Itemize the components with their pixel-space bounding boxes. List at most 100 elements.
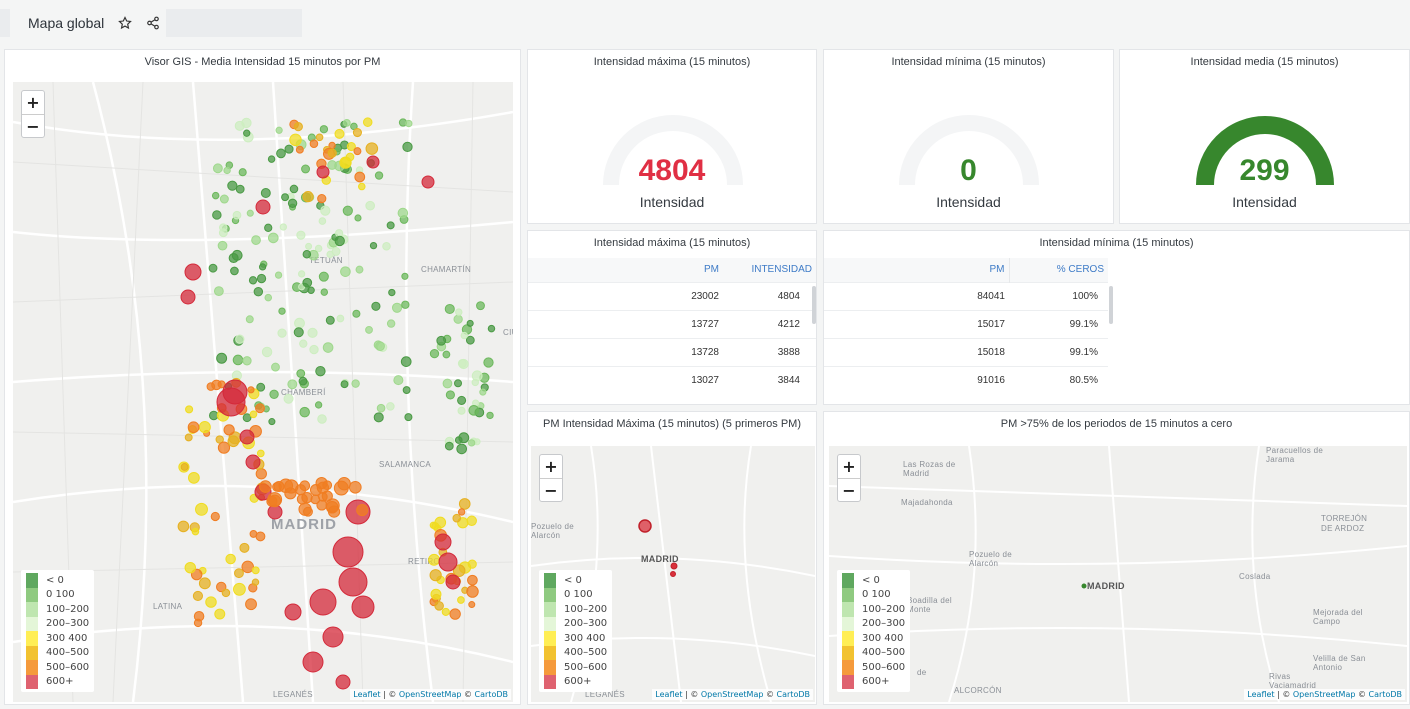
traffic-marker[interactable]	[289, 184, 299, 194]
traffic-marker[interactable]	[351, 379, 360, 388]
traffic-marker[interactable]	[287, 379, 298, 390]
traffic-marker[interactable]	[386, 402, 395, 411]
traffic-marker[interactable]	[215, 435, 224, 444]
traffic-marker[interactable]	[444, 303, 455, 315]
traffic-marker[interactable]	[307, 327, 318, 338]
traffic-marker[interactable]	[318, 217, 327, 225]
traffic-marker[interactable]	[256, 382, 266, 392]
traffic-marker[interactable]	[458, 498, 471, 510]
traffic-marker[interactable]	[242, 356, 252, 366]
traffic-marker[interactable]	[255, 403, 265, 414]
traffic-marker[interactable]	[209, 410, 219, 421]
traffic-marker[interactable]	[242, 413, 252, 423]
traffic-marker[interactable]	[466, 515, 477, 526]
traffic-marker[interactable]	[342, 205, 353, 216]
traffic-marker[interactable]	[353, 147, 362, 156]
marker[interactable]	[670, 562, 678, 570]
traffic-marker[interactable]	[219, 223, 228, 232]
traffic-marker[interactable]	[386, 319, 396, 328]
traffic-marker[interactable]	[452, 564, 466, 577]
traffic-marker[interactable]	[336, 314, 345, 323]
traffic-marker[interactable]	[260, 188, 271, 198]
traffic-marker[interactable]	[248, 276, 258, 285]
leaflet-link[interactable]: Leaflet	[1247, 690, 1275, 699]
traffic-marker[interactable]	[268, 418, 276, 426]
traffic-marker[interactable]	[284, 603, 302, 621]
traffic-marker[interactable]	[421, 175, 435, 189]
traffic-marker[interactable]	[279, 223, 287, 231]
traffic-marker[interactable]	[247, 386, 255, 394]
traffic-marker[interactable]	[400, 356, 412, 367]
carto-link[interactable]: CartoDB	[776, 690, 810, 699]
traffic-marker[interactable]	[256, 273, 267, 284]
traffic-marker[interactable]	[278, 307, 286, 315]
traffic-marker[interactable]	[458, 432, 470, 444]
traffic-marker[interactable]	[467, 574, 478, 586]
traffic-marker[interactable]	[305, 242, 313, 250]
traffic-marker[interactable]	[296, 230, 306, 240]
traffic-marker[interactable]	[442, 350, 451, 359]
traffic-marker[interactable]	[283, 393, 294, 404]
traffic-marker[interactable]	[177, 520, 190, 533]
traffic-marker[interactable]	[251, 566, 260, 575]
column-header-pm[interactable]: PM	[824, 258, 1010, 282]
traffic-marker[interactable]	[233, 582, 246, 596]
header-search-placeholder[interactable]	[166, 9, 302, 37]
traffic-marker[interactable]	[428, 553, 441, 566]
traffic-marker[interactable]	[348, 480, 362, 494]
traffic-marker[interactable]	[302, 277, 313, 288]
traffic-marker[interactable]	[245, 454, 261, 470]
traffic-marker[interactable]	[294, 317, 305, 329]
traffic-marker[interactable]	[192, 590, 204, 602]
traffic-marker[interactable]	[352, 127, 362, 138]
traffic-marker[interactable]	[309, 139, 319, 148]
traffic-marker[interactable]	[212, 210, 222, 220]
traffic-marker[interactable]	[314, 401, 323, 409]
traffic-marker[interactable]	[352, 309, 361, 318]
traffic-marker[interactable]	[235, 334, 245, 344]
traffic-marker[interactable]	[210, 511, 220, 522]
traffic-marker[interactable]	[316, 499, 328, 511]
traffic-marker[interactable]	[375, 341, 385, 352]
traffic-marker[interactable]	[436, 335, 447, 346]
traffic-marker[interactable]	[255, 468, 267, 480]
traffic-marker[interactable]	[371, 301, 381, 311]
traffic-marker[interactable]	[334, 128, 345, 139]
traffic-marker[interactable]	[253, 286, 264, 297]
traffic-marker[interactable]	[275, 126, 283, 134]
map-top5[interactable]: Pozuelo de Alarcón MADRID LEGANÉS + − < …	[531, 446, 815, 702]
traffic-marker[interactable]	[227, 180, 238, 191]
traffic-marker[interactable]	[354, 214, 362, 222]
traffic-marker[interactable]	[239, 429, 255, 445]
traffic-marker[interactable]	[471, 370, 483, 382]
traffic-marker[interactable]	[486, 411, 494, 420]
traffic-marker[interactable]	[322, 626, 344, 648]
traffic-marker[interactable]	[315, 133, 324, 142]
traffic-marker[interactable]	[309, 588, 337, 616]
traffic-marker[interactable]	[301, 164, 311, 174]
traffic-marker[interactable]	[221, 588, 231, 598]
osm-link[interactable]: OpenStreetMap	[398, 690, 462, 699]
traffic-marker[interactable]	[302, 191, 314, 203]
traffic-marker[interactable]	[293, 327, 304, 338]
traffic-marker[interactable]	[441, 607, 450, 616]
traffic-marker[interactable]	[315, 366, 326, 377]
traffic-marker[interactable]	[284, 144, 294, 154]
traffic-marker[interactable]	[211, 191, 220, 200]
traffic-marker[interactable]	[468, 405, 480, 416]
traffic-marker[interactable]	[402, 386, 411, 394]
traffic-marker[interactable]	[235, 184, 245, 194]
carto-link[interactable]: CartoDB	[1368, 690, 1402, 699]
traffic-marker[interactable]	[335, 674, 351, 690]
traffic-marker[interactable]	[338, 567, 368, 597]
traffic-marker[interactable]	[429, 348, 440, 359]
traffic-marker[interactable]	[483, 357, 494, 368]
traffic-marker[interactable]	[354, 171, 366, 183]
traffic-marker[interactable]	[195, 502, 208, 516]
traffic-marker[interactable]	[269, 389, 279, 400]
share-icon[interactable]	[146, 16, 160, 30]
traffic-marker[interactable]	[301, 491, 313, 504]
leaflet-link[interactable]: Leaflet	[655, 690, 683, 699]
traffic-marker[interactable]	[293, 122, 303, 132]
traffic-marker[interactable]	[434, 533, 452, 551]
